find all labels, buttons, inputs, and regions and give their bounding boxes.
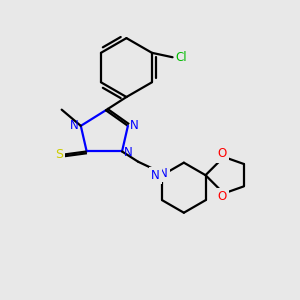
Text: O: O <box>218 148 227 160</box>
Text: Cl: Cl <box>175 51 187 64</box>
Text: N: N <box>130 119 139 132</box>
Text: O: O <box>218 190 227 203</box>
Text: N: N <box>124 146 133 159</box>
Text: S: S <box>55 148 63 161</box>
Text: N: N <box>151 169 160 182</box>
Text: N: N <box>159 167 168 180</box>
Text: N: N <box>70 119 79 132</box>
